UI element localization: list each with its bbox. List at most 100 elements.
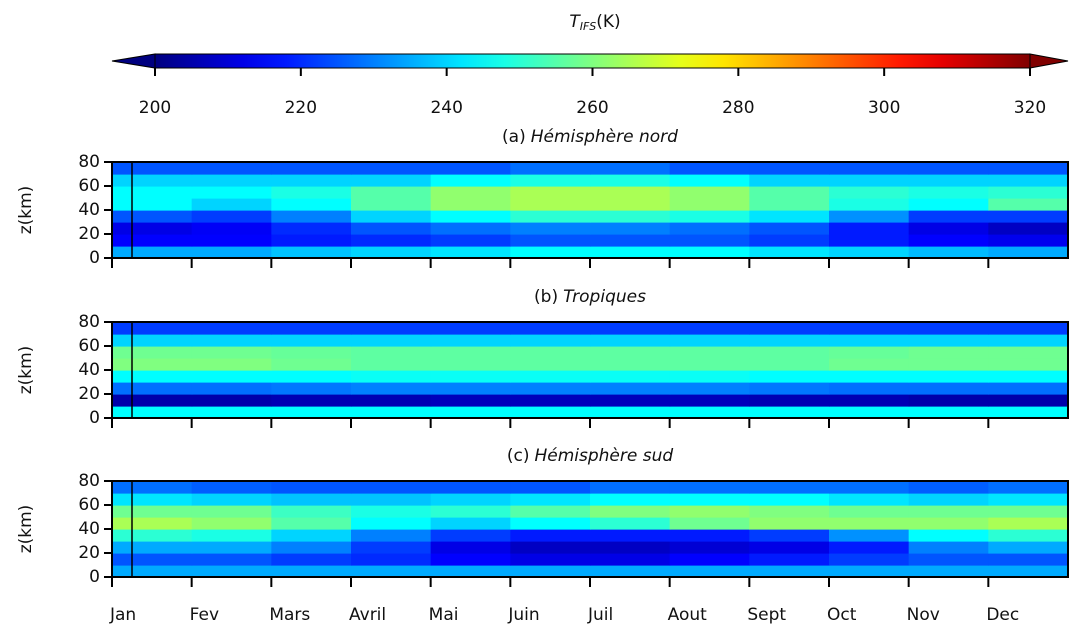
heat-cell <box>430 334 511 347</box>
heat-cell <box>430 346 511 359</box>
heat-cell <box>430 529 511 542</box>
heat-cell <box>191 505 272 518</box>
heat-cell <box>590 481 671 494</box>
heat-cell <box>430 394 511 407</box>
x-tick-label: Juil <box>587 605 613 625</box>
heat-cell <box>351 222 432 235</box>
heat-cell <box>510 493 591 506</box>
y-tick-label: 0 <box>89 248 100 268</box>
y-axis-label: z(km) <box>16 505 36 554</box>
heat-cell <box>829 210 910 223</box>
heat-cell <box>749 394 830 407</box>
heat-cell <box>510 406 591 419</box>
heat-cell <box>351 346 432 359</box>
heat-cell <box>908 210 989 223</box>
heat-cell <box>112 370 193 383</box>
heat-cell <box>191 346 272 359</box>
heat-cell <box>908 334 989 347</box>
heat-cell <box>669 246 750 259</box>
heat-cell <box>829 222 910 235</box>
heat-cell <box>988 174 1069 187</box>
heat-cell <box>271 541 352 554</box>
heat-cell <box>829 358 910 371</box>
heat-cell <box>430 210 511 223</box>
heat-cell <box>829 322 910 335</box>
heat-cell <box>112 493 193 506</box>
heat-cell <box>590 322 671 335</box>
heat-cell <box>271 493 352 506</box>
heat-cell <box>988 541 1069 554</box>
y-tick-label: 0 <box>89 408 100 428</box>
heat-cell <box>271 234 352 247</box>
heat-cell <box>590 493 671 506</box>
heat-cell <box>271 565 352 578</box>
y-tick-label: 40 <box>78 200 100 220</box>
heat-cell <box>908 222 989 235</box>
heat-cell <box>510 346 591 359</box>
heat-cell <box>829 186 910 199</box>
heat-cell <box>829 174 910 187</box>
heat-cell <box>829 565 910 578</box>
heat-cell <box>908 505 989 518</box>
heat-cell <box>829 162 910 175</box>
heat-cell <box>112 481 193 494</box>
x-tick-label: Mai <box>429 605 459 625</box>
heat-cell <box>510 394 591 407</box>
heat-cell <box>351 505 432 518</box>
heat-cell <box>829 553 910 566</box>
heat-cell <box>669 370 750 383</box>
heat-cell <box>271 334 352 347</box>
heat-cell <box>908 529 989 542</box>
heat-cell <box>749 162 830 175</box>
colorbar-tick-label: 240 <box>430 98 462 118</box>
heat-cell <box>669 186 750 199</box>
heat-cell <box>430 162 511 175</box>
heat-cell <box>191 493 272 506</box>
heat-cell <box>590 222 671 235</box>
y-tick-label: 60 <box>78 176 100 196</box>
heat-cell <box>351 406 432 419</box>
heat-cell <box>191 234 272 247</box>
heat-cell <box>271 517 352 530</box>
colorbar-label-symbol: T <box>569 12 581 32</box>
heat-cell <box>590 553 671 566</box>
heat-cell <box>988 334 1069 347</box>
heat-cell <box>669 481 750 494</box>
heat-cell <box>829 382 910 395</box>
heat-cell <box>669 162 750 175</box>
heat-cell <box>112 529 193 542</box>
heat-cell <box>988 529 1069 542</box>
heat-cell <box>669 234 750 247</box>
heat-cell <box>351 481 432 494</box>
heat-cell <box>510 505 591 518</box>
x-tick-label: Oct <box>827 605 857 625</box>
heat-cell <box>430 370 511 383</box>
heat-cell <box>271 246 352 259</box>
heat-cell <box>351 334 432 347</box>
heat-cell <box>669 210 750 223</box>
heat-cell <box>669 382 750 395</box>
heat-cell <box>749 541 830 554</box>
heat-cell <box>510 370 591 383</box>
heat-cell <box>749 346 830 359</box>
heat-cell <box>590 541 671 554</box>
panel-title-prefix: (a) <box>502 127 526 147</box>
heat-cell <box>988 406 1069 419</box>
heat-cell <box>988 198 1069 211</box>
heat-cell <box>112 334 193 347</box>
heat-cell <box>510 162 591 175</box>
heat-cell <box>908 174 989 187</box>
heat-cell <box>749 222 830 235</box>
heat-cell <box>191 246 272 259</box>
heat-cell <box>988 246 1069 259</box>
heat-cell <box>271 394 352 407</box>
heat-cell <box>749 234 830 247</box>
heat-cell <box>988 358 1069 371</box>
x-tick-label: Sept <box>747 605 786 625</box>
panel-title-name: Hémisphère nord <box>531 127 678 147</box>
heat-cell <box>669 346 750 359</box>
heat-cell <box>191 210 272 223</box>
heat-cell <box>351 162 432 175</box>
heat-cell <box>112 382 193 395</box>
heat-cell <box>271 505 352 518</box>
